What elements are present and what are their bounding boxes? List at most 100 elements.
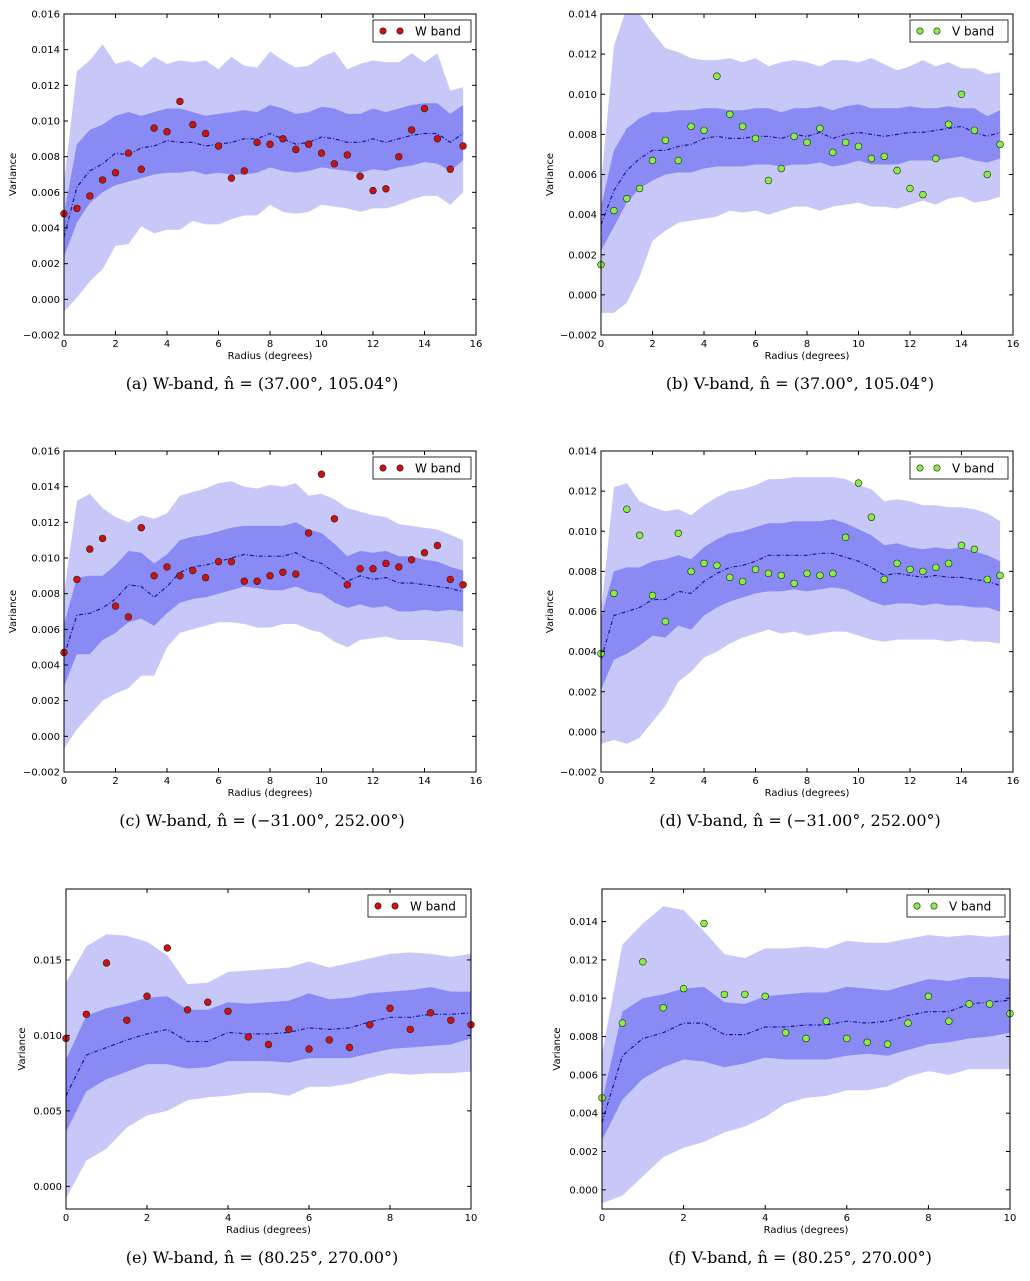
y-tick-label: 0.006 [569, 1070, 598, 1081]
plot-area [601, 477, 1001, 744]
y-tick-label: 0.012 [568, 487, 597, 498]
data-point [919, 190, 927, 199]
panel-b-v-band-37-105: 0 2 4 6 8 10 12 14 16 −0.002 0.000 0.002 0.004 0.006 0… [545, 10, 1020, 394]
data-point [738, 577, 747, 586]
data-point [803, 138, 811, 147]
data-point [163, 128, 171, 136]
data-point [447, 1016, 455, 1024]
y-tick-label: 0.005 [33, 1106, 62, 1117]
y-tick-label: −0.002 [560, 331, 597, 342]
data-point [687, 122, 695, 131]
x-tick-label: 0 [598, 339, 604, 350]
data-point [802, 1034, 810, 1043]
x-tick-label: 2 [112, 776, 118, 787]
data-point [700, 126, 708, 135]
legend-label: V band [949, 900, 991, 914]
data-point [123, 1016, 131, 1024]
y-tick-label: 0.012 [568, 50, 597, 61]
y-tick-label: 0.000 [568, 290, 597, 301]
x-tick-label: 6 [306, 1213, 312, 1224]
x-tick-label: 16 [1007, 339, 1020, 350]
legend-box [906, 894, 1006, 918]
x-tick-label: 2 [144, 1213, 150, 1224]
x-tick-label: 6 [752, 339, 758, 350]
y-tick-label: 0.010 [568, 90, 597, 101]
x-tick-label: 4 [164, 776, 170, 787]
x-tick-label: 14 [955, 339, 968, 350]
y-axis-label: Variance [545, 590, 556, 633]
x-tick-label: 10 [852, 776, 865, 787]
y-tick-label: −0.002 [23, 768, 60, 779]
data-point [244, 1033, 253, 1041]
median-line [601, 125, 1001, 225]
data-point [292, 570, 300, 578]
legend-box [372, 456, 472, 480]
y-tick-label: 0.016 [31, 10, 60, 21]
data-point [366, 1021, 374, 1029]
data-point [970, 126, 979, 135]
data-point [944, 120, 953, 129]
legend-marker [391, 902, 399, 910]
data-point [661, 617, 670, 626]
y-tick-label: 0.004 [31, 224, 60, 235]
data-point [407, 126, 416, 134]
y-tick-label: 0.008 [568, 567, 597, 578]
data-point [726, 110, 734, 119]
legend-box [372, 19, 472, 43]
plot-area [64, 44, 464, 312]
data-point [82, 1010, 91, 1018]
y-tick-label: 0.006 [31, 188, 60, 199]
data-point [854, 479, 863, 487]
data-point [183, 1006, 192, 1014]
x-tick-label: 10 [315, 339, 328, 350]
data-point [880, 152, 888, 161]
data-point [279, 568, 287, 576]
data-point [111, 602, 120, 610]
y-axis-label: Variance [8, 590, 19, 633]
data-point [700, 919, 708, 928]
legend-marker [396, 464, 404, 472]
data-point [659, 1004, 667, 1012]
data-point [713, 561, 721, 570]
data-point [720, 990, 729, 999]
y-tick-label: 0.002 [569, 1147, 598, 1158]
data-point [279, 135, 287, 143]
y-tick-label: 0.006 [31, 625, 60, 636]
data-point [86, 192, 94, 200]
y-tick-label: −0.002 [23, 331, 60, 342]
data-point [406, 1025, 414, 1034]
y-tick-label: 0.004 [568, 647, 597, 658]
data-point [829, 569, 837, 578]
y-tick-label: 0.000 [569, 1185, 598, 1196]
x-tick-label: 0 [61, 776, 67, 787]
panel-caption: (a) W-band, n̂ = (37.00°, 105.04°) [126, 374, 399, 393]
y-tick-label: 0.014 [568, 10, 597, 21]
data-point [867, 154, 876, 163]
data-point [932, 154, 940, 163]
data-point [446, 575, 454, 584]
panel-caption: (f) V-band, n̂ = (80.25°, 270.00°) [668, 1248, 932, 1267]
data-point [893, 559, 901, 568]
data-point [150, 572, 158, 580]
data-point [841, 138, 850, 147]
x-axis-label: Radius (degrees) [228, 351, 313, 362]
data-point [189, 566, 197, 575]
data-point [73, 575, 81, 584]
data-point [854, 142, 863, 151]
y-tick-label: 0.016 [31, 447, 60, 458]
legend-marker [933, 464, 941, 472]
data-point [674, 156, 682, 165]
data-point [687, 567, 695, 576]
x-tick-label: 4 [164, 339, 170, 350]
data-point [317, 470, 326, 478]
outer-confidence-band [601, 477, 1001, 744]
x-tick-label: 8 [925, 1213, 931, 1224]
x-tick-label: 0 [599, 1213, 605, 1224]
data-point [395, 563, 403, 571]
data-point [983, 575, 991, 584]
median-line [66, 1012, 471, 1097]
y-tick-label: 0.014 [568, 447, 597, 458]
data-point [285, 1025, 293, 1034]
x-tick-label: 12 [367, 339, 380, 350]
data-point [137, 165, 146, 173]
